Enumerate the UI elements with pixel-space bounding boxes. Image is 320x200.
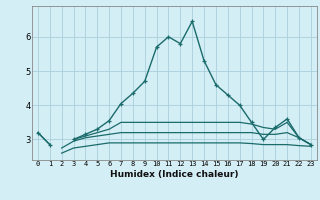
X-axis label: Humidex (Indice chaleur): Humidex (Indice chaleur) bbox=[110, 170, 239, 179]
